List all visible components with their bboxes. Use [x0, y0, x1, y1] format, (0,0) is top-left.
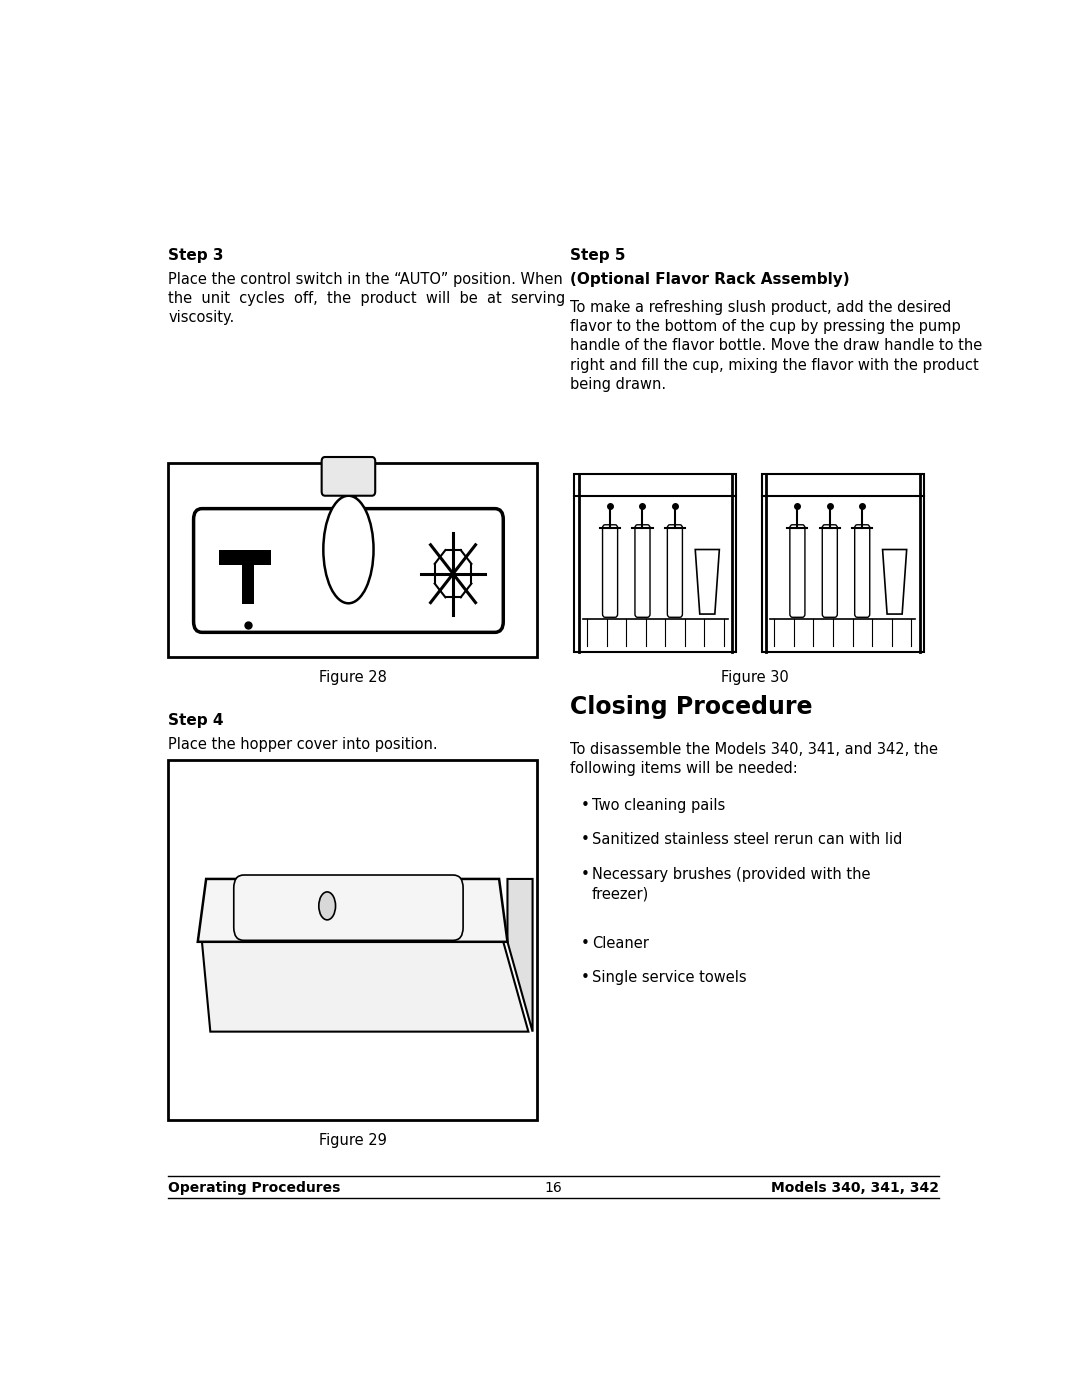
- FancyBboxPatch shape: [761, 474, 923, 651]
- FancyBboxPatch shape: [789, 525, 805, 617]
- Ellipse shape: [319, 891, 336, 919]
- Text: •: •: [581, 798, 590, 813]
- Text: Closing Procedure: Closing Procedure: [570, 694, 813, 718]
- Text: Models 340, 341, 342: Models 340, 341, 342: [770, 1182, 939, 1196]
- Text: Figure 30: Figure 30: [720, 671, 788, 685]
- FancyBboxPatch shape: [168, 760, 537, 1119]
- Polygon shape: [242, 566, 254, 604]
- Polygon shape: [202, 942, 528, 1031]
- FancyBboxPatch shape: [575, 474, 737, 651]
- Text: Place the hopper cover into position.: Place the hopper cover into position.: [168, 736, 438, 752]
- FancyBboxPatch shape: [854, 525, 869, 617]
- Text: Single service towels: Single service towels: [592, 970, 746, 985]
- Text: •: •: [581, 833, 590, 848]
- Text: Step 5: Step 5: [570, 249, 625, 263]
- Text: Sanitized stainless steel rerun can with lid: Sanitized stainless steel rerun can with…: [592, 833, 903, 848]
- Text: Cleaner: Cleaner: [592, 936, 649, 951]
- Text: To make a refreshing slush product, add the desired
flavor to the bottom of the : To make a refreshing slush product, add …: [570, 300, 983, 391]
- Text: Step 3: Step 3: [168, 249, 224, 263]
- Polygon shape: [218, 550, 271, 566]
- FancyBboxPatch shape: [635, 525, 650, 617]
- Text: To disassemble the Models 340, 341, and 342, the
following items will be needed:: To disassemble the Models 340, 341, and …: [570, 742, 939, 777]
- Text: Operating Procedures: Operating Procedures: [168, 1182, 341, 1196]
- Polygon shape: [882, 549, 907, 615]
- Text: Figure 28: Figure 28: [319, 671, 387, 685]
- Polygon shape: [508, 879, 532, 1031]
- Text: Step 4: Step 4: [168, 712, 224, 728]
- Polygon shape: [198, 879, 508, 942]
- FancyBboxPatch shape: [603, 525, 618, 617]
- FancyBboxPatch shape: [168, 464, 537, 657]
- Text: 16: 16: [544, 1182, 563, 1196]
- Text: Place the control switch in the “AUTO” position. When
the  unit  cycles  off,  t: Place the control switch in the “AUTO” p…: [168, 272, 566, 326]
- Polygon shape: [696, 549, 719, 615]
- FancyBboxPatch shape: [233, 875, 463, 940]
- FancyBboxPatch shape: [667, 525, 683, 617]
- FancyBboxPatch shape: [822, 525, 837, 617]
- Text: Two cleaning pails: Two cleaning pails: [592, 798, 726, 813]
- Text: •: •: [581, 936, 590, 951]
- FancyBboxPatch shape: [322, 457, 375, 496]
- Text: (Optional Flavor Rack Assembly): (Optional Flavor Rack Assembly): [570, 272, 850, 286]
- Text: Necessary brushes (provided with the
freezer): Necessary brushes (provided with the fre…: [592, 866, 870, 901]
- Text: Figure 29: Figure 29: [319, 1133, 387, 1147]
- Text: •: •: [581, 866, 590, 882]
- FancyBboxPatch shape: [193, 509, 503, 633]
- Text: •: •: [581, 970, 590, 985]
- Ellipse shape: [323, 496, 374, 604]
